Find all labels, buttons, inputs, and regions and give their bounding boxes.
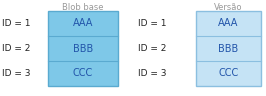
Text: ID = 2: ID = 2 [2,44,30,53]
Text: ID = 3: ID = 3 [138,69,167,78]
Text: Blob base: Blob base [62,3,104,12]
Text: CCC: CCC [218,69,239,79]
Text: AAA: AAA [73,19,93,29]
Bar [196,11,261,86]
Text: Versão: Versão [214,3,243,12]
Text: ID = 2: ID = 2 [138,44,166,53]
Text: ID = 1: ID = 1 [138,19,167,28]
Text: ID = 3: ID = 3 [2,69,31,78]
Text: BBB: BBB [73,43,93,53]
Text: AAA: AAA [218,19,239,29]
Text: BBB: BBB [218,43,239,53]
Text: CCC: CCC [73,69,93,79]
Bar [48,11,118,86]
Text: ID = 1: ID = 1 [2,19,31,28]
